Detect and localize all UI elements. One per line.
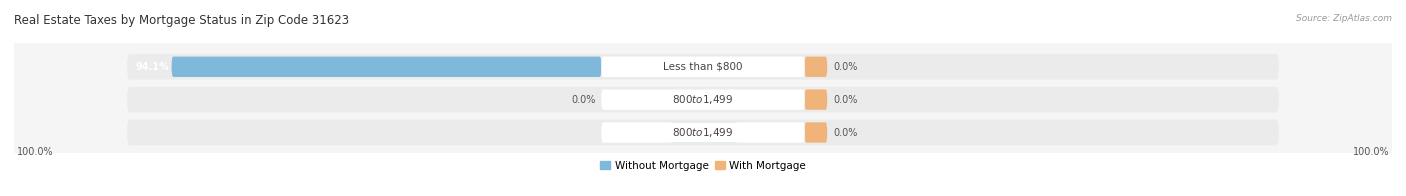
FancyBboxPatch shape	[804, 89, 827, 110]
Text: 0.0%: 0.0%	[832, 62, 858, 72]
FancyBboxPatch shape	[602, 122, 804, 143]
Text: 5.9%: 5.9%	[640, 128, 666, 138]
FancyBboxPatch shape	[172, 57, 602, 77]
FancyBboxPatch shape	[127, 120, 1279, 145]
Text: 100.0%: 100.0%	[1353, 147, 1389, 157]
Text: 100.0%: 100.0%	[17, 147, 53, 157]
FancyBboxPatch shape	[669, 122, 738, 143]
FancyBboxPatch shape	[127, 87, 1279, 113]
FancyBboxPatch shape	[602, 89, 804, 110]
Text: 94.1%: 94.1%	[135, 62, 169, 72]
Text: $800 to $1,499: $800 to $1,499	[672, 126, 734, 139]
FancyBboxPatch shape	[804, 122, 827, 143]
FancyBboxPatch shape	[804, 57, 827, 77]
Text: 0.0%: 0.0%	[832, 95, 858, 105]
FancyBboxPatch shape	[127, 54, 1279, 80]
Text: 0.0%: 0.0%	[832, 128, 858, 138]
FancyBboxPatch shape	[602, 57, 804, 77]
Text: $800 to $1,499: $800 to $1,499	[672, 93, 734, 106]
Text: Less than $800: Less than $800	[664, 62, 742, 72]
Text: 0.0%: 0.0%	[571, 95, 596, 105]
Text: Source: ZipAtlas.com: Source: ZipAtlas.com	[1296, 14, 1392, 23]
Text: Real Estate Taxes by Mortgage Status in Zip Code 31623: Real Estate Taxes by Mortgage Status in …	[14, 14, 349, 27]
Legend: Without Mortgage, With Mortgage: Without Mortgage, With Mortgage	[596, 157, 810, 175]
